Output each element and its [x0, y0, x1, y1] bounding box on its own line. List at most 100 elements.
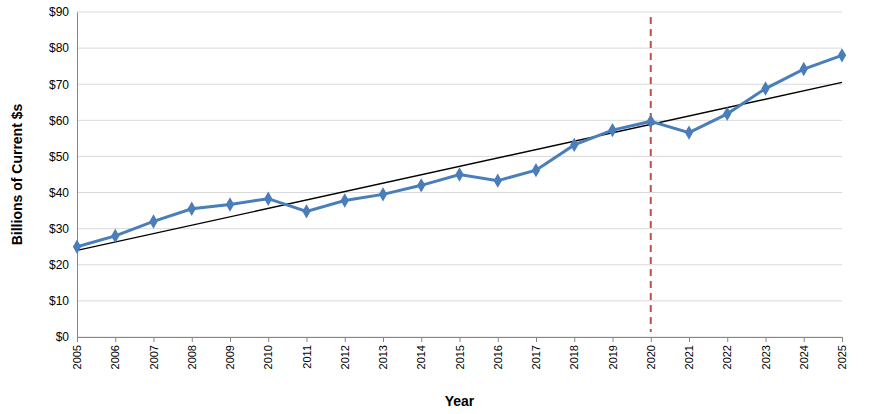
- tick-mark: [345, 337, 346, 342]
- tick: 2013: [377, 337, 389, 369]
- tick: 2021: [683, 337, 695, 369]
- tick: 2007: [148, 337, 160, 369]
- tick: $70: [49, 78, 77, 92]
- tick-label: $20: [49, 258, 69, 272]
- trend-line: [77, 82, 842, 250]
- marker: [647, 114, 655, 128]
- tick-label: 2009: [224, 345, 236, 369]
- marker: [761, 81, 769, 95]
- tick: 2015: [454, 337, 466, 369]
- tick: 2016: [492, 337, 504, 369]
- tick: 2018: [568, 337, 580, 369]
- marker: [379, 187, 387, 201]
- tick: 2005: [71, 337, 83, 369]
- tick-mark: [804, 337, 805, 342]
- marker: [111, 229, 119, 243]
- tick-label: 2014: [415, 345, 427, 369]
- marks: [73, 17, 846, 332]
- tick-mark: [766, 337, 767, 342]
- tick: $20: [49, 258, 77, 272]
- tick: 2012: [339, 337, 351, 369]
- marker: [149, 214, 157, 228]
- marker: [302, 204, 310, 218]
- tick: 2014: [415, 337, 427, 369]
- tick: 2022: [721, 337, 733, 369]
- tick-label: 2015: [454, 345, 466, 369]
- tick-label: 2018: [568, 345, 580, 369]
- tick-mark: [230, 337, 231, 342]
- tick-mark: [77, 337, 78, 342]
- tick-label: 2024: [798, 345, 810, 369]
- x-axis: 2005 2006 2007 2008 2009 2010 2011 2012 2013 2014…: [71, 337, 848, 369]
- tick-label: 2022: [721, 345, 733, 369]
- tick: $90: [49, 5, 77, 19]
- grid-line: [77, 228, 842, 229]
- tick-label: $80: [49, 41, 69, 55]
- tick: $60: [49, 114, 77, 128]
- tick-mark: [154, 337, 155, 342]
- tick-label: 2005: [71, 345, 83, 369]
- tick: 2010: [262, 337, 274, 369]
- tick: 2024: [798, 337, 810, 369]
- tick-mark: [115, 337, 116, 342]
- tick-label: $40: [49, 186, 69, 200]
- tick-mark: [192, 337, 193, 342]
- marker: [226, 197, 234, 211]
- tick-label: 2008: [186, 345, 198, 369]
- tick-label: 2025: [836, 345, 848, 369]
- tick-label: $30: [49, 222, 69, 236]
- marker: [608, 123, 616, 137]
- tick-mark: [727, 337, 728, 342]
- tick: 2017: [530, 337, 542, 369]
- marker: [800, 62, 808, 76]
- tick: 2009: [224, 337, 236, 369]
- tick: $40: [49, 186, 77, 200]
- tick: $0: [56, 330, 77, 344]
- tick-label: 2020: [645, 345, 657, 369]
- tick-mark: [689, 337, 690, 342]
- tick: $50: [49, 150, 77, 164]
- grid: [77, 12, 842, 337]
- marker: [494, 173, 502, 187]
- grid-line: [77, 264, 842, 265]
- tick-label: 2012: [339, 345, 351, 369]
- tick: $30: [49, 222, 77, 236]
- tick-label: 2007: [148, 345, 160, 369]
- marker: [570, 138, 578, 152]
- tick-label: $10: [49, 294, 69, 308]
- y-axis-title: Billions of Current $s: [9, 104, 25, 246]
- marker: [341, 193, 349, 207]
- tick: 2011: [301, 337, 313, 369]
- marker: [417, 178, 425, 192]
- marker: [73, 240, 81, 254]
- axis-line: [77, 13, 78, 338]
- tick-label: 2016: [492, 345, 504, 369]
- tick: 2020: [645, 337, 657, 369]
- tick-label: $0: [56, 330, 70, 344]
- tick-mark: [383, 337, 384, 342]
- marker: [264, 191, 272, 205]
- grid-line: [77, 84, 842, 85]
- tick-label: 2021: [683, 345, 695, 369]
- tick: 2025: [836, 337, 848, 369]
- tick: $80: [49, 41, 77, 55]
- tick-mark: [268, 337, 269, 342]
- tick-mark: [613, 337, 614, 342]
- marker: [723, 107, 731, 121]
- marker: [532, 163, 540, 177]
- tick-mark: [307, 337, 308, 342]
- tick-mark: [421, 337, 422, 342]
- tick-mark: [574, 337, 575, 342]
- marker: [188, 202, 196, 216]
- series-line: [77, 55, 842, 246]
- tick-label: 2017: [530, 345, 542, 369]
- tick-label: 2010: [262, 345, 274, 369]
- plot-area: $0$10$20$30$40$50$60$70$80$9020052006200…: [49, 5, 848, 369]
- grid-line: [77, 12, 842, 13]
- tick-label: 2011: [301, 345, 313, 369]
- tick-label: $50: [49, 150, 69, 164]
- grid-line: [77, 192, 842, 193]
- x-axis-title: Year: [445, 393, 475, 409]
- tick: 2006: [109, 337, 121, 369]
- tick-label: $70: [49, 78, 69, 92]
